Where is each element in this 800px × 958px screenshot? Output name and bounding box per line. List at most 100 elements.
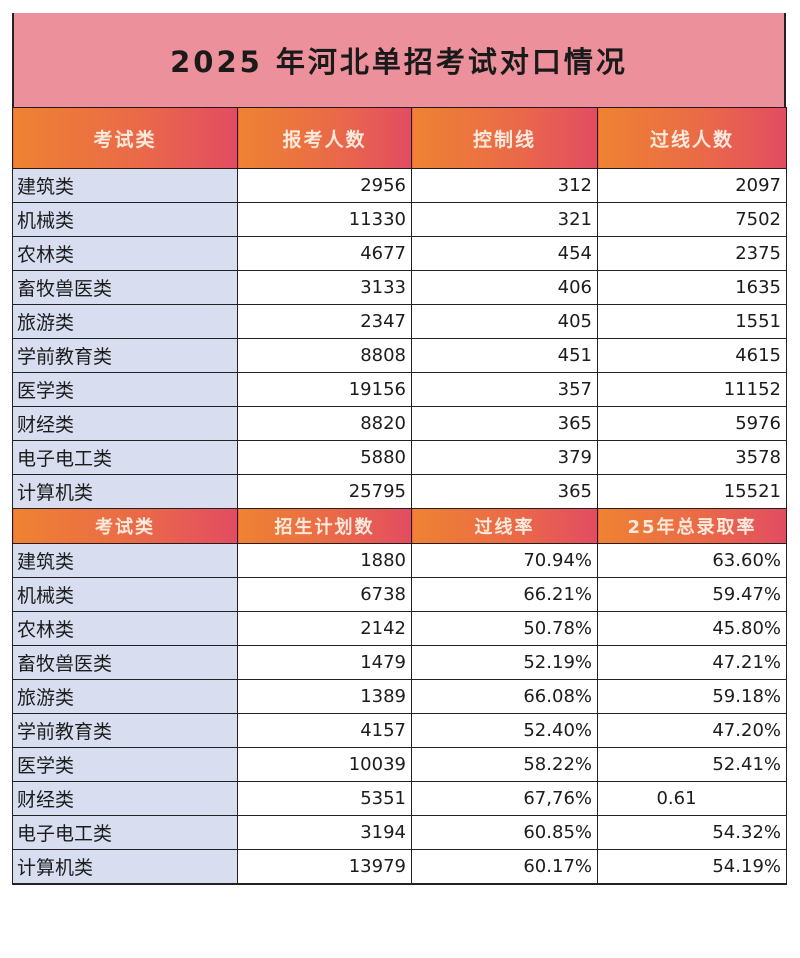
table-row: 农林类 4677 454 2375 <box>12 236 787 271</box>
table-row: 医学类 19156 357 11152 <box>12 372 787 407</box>
cell-category: 旅游类 <box>12 304 238 339</box>
cell-plan: 1880 <box>237 543 412 578</box>
cell-plan: 3194 <box>237 815 412 850</box>
cell-applicants: 2956 <box>237 168 412 203</box>
page-title: 2025 年河北单招考试对口情况 <box>170 45 628 79</box>
header-admit-rate: 25年总录取率 <box>597 508 787 544</box>
cell-control-line: 321 <box>411 202 598 237</box>
table-row: 畜牧兽医类 1479 52.19% 47.21% <box>12 645 787 680</box>
cell-plan: 13979 <box>237 849 412 885</box>
cell-applicants: 4677 <box>237 236 412 271</box>
cell-control-line: 365 <box>411 406 598 441</box>
table-row: 建筑类 1880 70.94% 63.60% <box>12 543 787 578</box>
cell-pass-rate: 66.08% <box>411 679 598 714</box>
cell-category: 学前教育类 <box>12 338 238 373</box>
cell-pass-rate: 66.21% <box>411 577 598 612</box>
cell-category: 学前教育类 <box>12 713 238 748</box>
cell-category: 计算机类 <box>12 474 238 509</box>
table-row: 财经类 8820 365 5976 <box>12 406 787 441</box>
cell-applicants: 5880 <box>237 440 412 475</box>
header-category: 考试类 <box>12 107 238 169</box>
table-row: 学前教育类 4157 52.40% 47.20% <box>12 713 787 748</box>
cell-plan: 4157 <box>237 713 412 748</box>
cell-passed: 1551 <box>597 304 787 339</box>
header-category: 考试类 <box>12 508 238 544</box>
header-control-line: 控制线 <box>411 107 598 169</box>
cell-pass-rate: 58.22% <box>411 747 598 782</box>
cell-admit-rate: 0.61 <box>597 781 787 816</box>
cell-pass-rate: 52.19% <box>411 645 598 680</box>
table-row: 学前教育类 8808 451 4615 <box>12 338 787 373</box>
cell-category: 电子电工类 <box>12 815 238 850</box>
cell-admit-rate: 45.80% <box>597 611 787 646</box>
header-passed: 过线人数 <box>597 107 787 169</box>
table1-body: 建筑类 2956 312 2097 机械类 11330 321 7502 农林类 4677 454 2… <box>12 168 787 509</box>
cell-control-line: 357 <box>411 372 598 407</box>
table-row: 机械类 11330 321 7502 <box>12 202 787 237</box>
cell-plan: 10039 <box>237 747 412 782</box>
header-applicants: 报考人数 <box>237 107 412 169</box>
cell-plan: 1389 <box>237 679 412 714</box>
table-row: 电子电工类 3194 60.85% 54.32% <box>12 815 787 850</box>
cell-category: 机械类 <box>12 202 238 237</box>
cell-applicants: 11330 <box>237 202 412 237</box>
cell-admit-rate: 52.41% <box>597 747 787 782</box>
table-row: 农林类 2142 50.78% 45.80% <box>12 611 787 646</box>
cell-category: 畜牧兽医类 <box>12 270 238 305</box>
table1-header-row: 考试类 报考人数 控制线 过线人数 <box>12 107 787 169</box>
cell-plan: 1479 <box>237 645 412 680</box>
cell-pass-rate: 52.40% <box>411 713 598 748</box>
cell-control-line: 454 <box>411 236 598 271</box>
exam-stats-sheet: 2025 年河北单招考试对口情况 考试类 报考人数 控制线 过线人数 建筑类 29… <box>12 13 787 885</box>
cell-applicants: 3133 <box>237 270 412 305</box>
table-row: 机械类 6738 66.21% 59.47% <box>12 577 787 612</box>
cell-pass-rate: 70.94% <box>411 543 598 578</box>
cell-passed: 3578 <box>597 440 787 475</box>
cell-passed: 15521 <box>597 474 787 509</box>
cell-category: 畜牧兽医类 <box>12 645 238 680</box>
cell-passed: 5976 <box>597 406 787 441</box>
cell-plan: 6738 <box>237 577 412 612</box>
table-row: 财经类 5351 67,76% 0.61 <box>12 781 787 816</box>
cell-passed: 4615 <box>597 338 787 373</box>
table-row: 医学类 10039 58.22% 52.41% <box>12 747 787 782</box>
cell-admit-rate: 59.18% <box>597 679 787 714</box>
cell-applicants: 2347 <box>237 304 412 339</box>
cell-plan: 2142 <box>237 611 412 646</box>
cell-admit-rate: 47.21% <box>597 645 787 680</box>
cell-passed: 2375 <box>597 236 787 271</box>
cell-category: 农林类 <box>12 236 238 271</box>
cell-category: 计算机类 <box>12 849 238 885</box>
cell-control-line: 406 <box>411 270 598 305</box>
table-row: 畜牧兽医类 3133 406 1635 <box>12 270 787 305</box>
cell-applicants: 8808 <box>237 338 412 373</box>
cell-admit-rate: 47.20% <box>597 713 787 748</box>
cell-applicants: 8820 <box>237 406 412 441</box>
cell-category: 医学类 <box>12 747 238 782</box>
cell-pass-rate: 67,76% <box>411 781 598 816</box>
cell-category: 建筑类 <box>12 168 238 203</box>
header-pass-rate: 过线率 <box>411 508 598 544</box>
cell-control-line: 379 <box>411 440 598 475</box>
stats-table: 考试类 报考人数 控制线 过线人数 建筑类 2956 312 2097 机械类 11330… <box>12 107 787 885</box>
cell-control-line: 365 <box>411 474 598 509</box>
cell-admit-rate: 54.19% <box>597 849 787 885</box>
cell-admit-rate: 63.60% <box>597 543 787 578</box>
cell-applicants: 25795 <box>237 474 412 509</box>
cell-category: 电子电工类 <box>12 440 238 475</box>
cell-applicants: 19156 <box>237 372 412 407</box>
cell-control-line: 405 <box>411 304 598 339</box>
table-row: 计算机类 13979 60.17% 54.19% <box>12 849 787 885</box>
table2-header-row: 考试类 招生计划数 过线率 25年总录取率 <box>12 508 787 544</box>
cell-control-line: 451 <box>411 338 598 373</box>
cell-admit-rate: 59.47% <box>597 577 787 612</box>
header-plan: 招生计划数 <box>237 508 412 544</box>
cell-category: 建筑类 <box>12 543 238 578</box>
cell-control-line: 312 <box>411 168 598 203</box>
table-row: 计算机类 25795 365 15521 <box>12 474 787 509</box>
cell-passed: 1635 <box>597 270 787 305</box>
table-row: 旅游类 2347 405 1551 <box>12 304 787 339</box>
cell-pass-rate: 60.85% <box>411 815 598 850</box>
table-row: 旅游类 1389 66.08% 59.18% <box>12 679 787 714</box>
cell-passed: 11152 <box>597 372 787 407</box>
